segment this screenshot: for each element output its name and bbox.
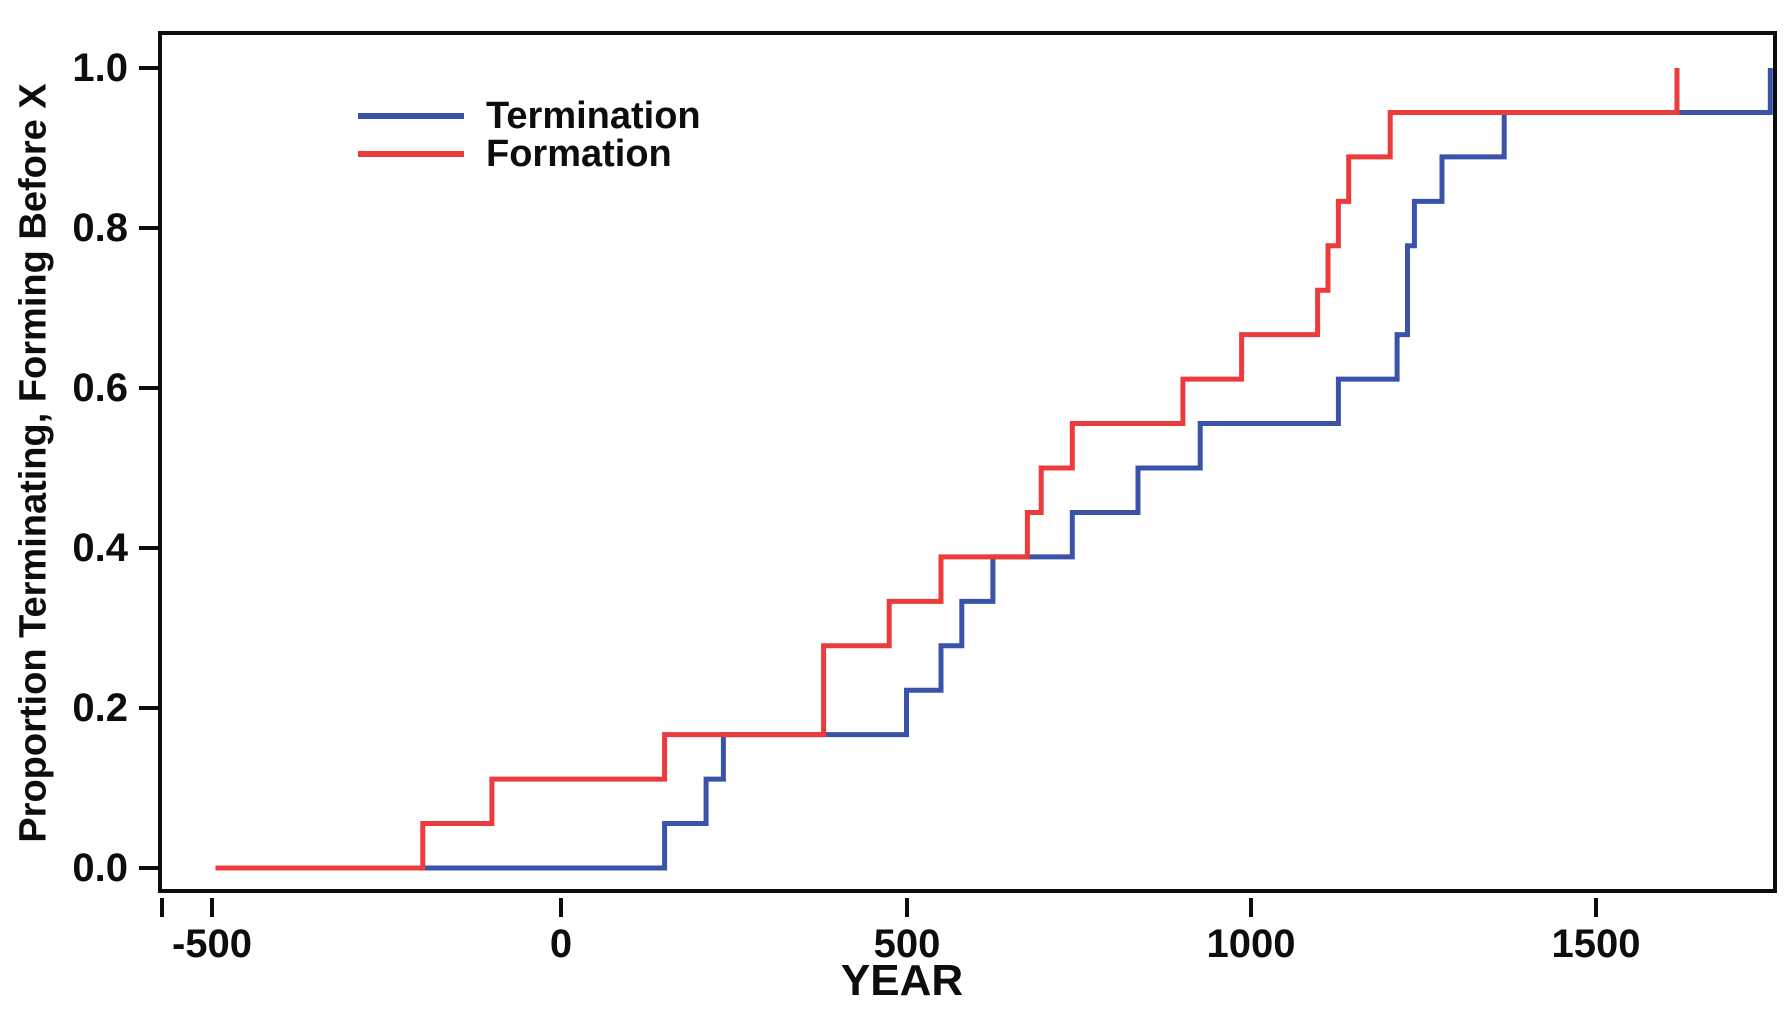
x-tick — [1594, 898, 1598, 917]
y-tick — [139, 386, 158, 390]
legend: Termination Formation — [358, 97, 701, 173]
plot-frame — [158, 31, 1777, 893]
legend-label: Formation — [486, 133, 672, 175]
legend-item-termination: Termination — [358, 97, 701, 135]
y-tick-label: 1.0 — [72, 46, 128, 90]
y-tick — [139, 66, 158, 70]
x-tick — [1249, 898, 1253, 917]
y-tick — [139, 546, 158, 550]
x-axis-title: YEAR — [840, 956, 964, 1005]
formation-line-swatch — [358, 151, 464, 157]
y-tick-label: 0.6 — [72, 366, 128, 410]
x-tick — [210, 898, 214, 917]
y-tick-label: 0.4 — [72, 526, 128, 570]
x-axis-origin-tick — [160, 898, 164, 917]
termination-line-swatch — [358, 113, 464, 119]
series-termination — [215, 68, 1773, 871]
x-tick — [559, 898, 563, 917]
y-tick-label: 0.8 — [72, 206, 128, 250]
legend-item-formation: Formation — [358, 135, 701, 173]
x-tick — [905, 898, 909, 917]
y-tick — [139, 706, 158, 710]
y-tick-label: 0.0 — [72, 846, 128, 890]
y-tick — [139, 226, 158, 230]
x-tick-label: 1500 — [1551, 922, 1641, 966]
legend-label: Termination — [486, 95, 701, 137]
y-tick-label: 0.2 — [72, 686, 128, 730]
x-tick-label: -500 — [171, 922, 253, 966]
x-tick-label: 1000 — [1206, 922, 1296, 966]
x-tick-label: 500 — [873, 922, 941, 966]
y-tick — [139, 866, 158, 870]
x-tick-label: 0 — [549, 922, 573, 966]
series-formation — [215, 68, 1680, 871]
